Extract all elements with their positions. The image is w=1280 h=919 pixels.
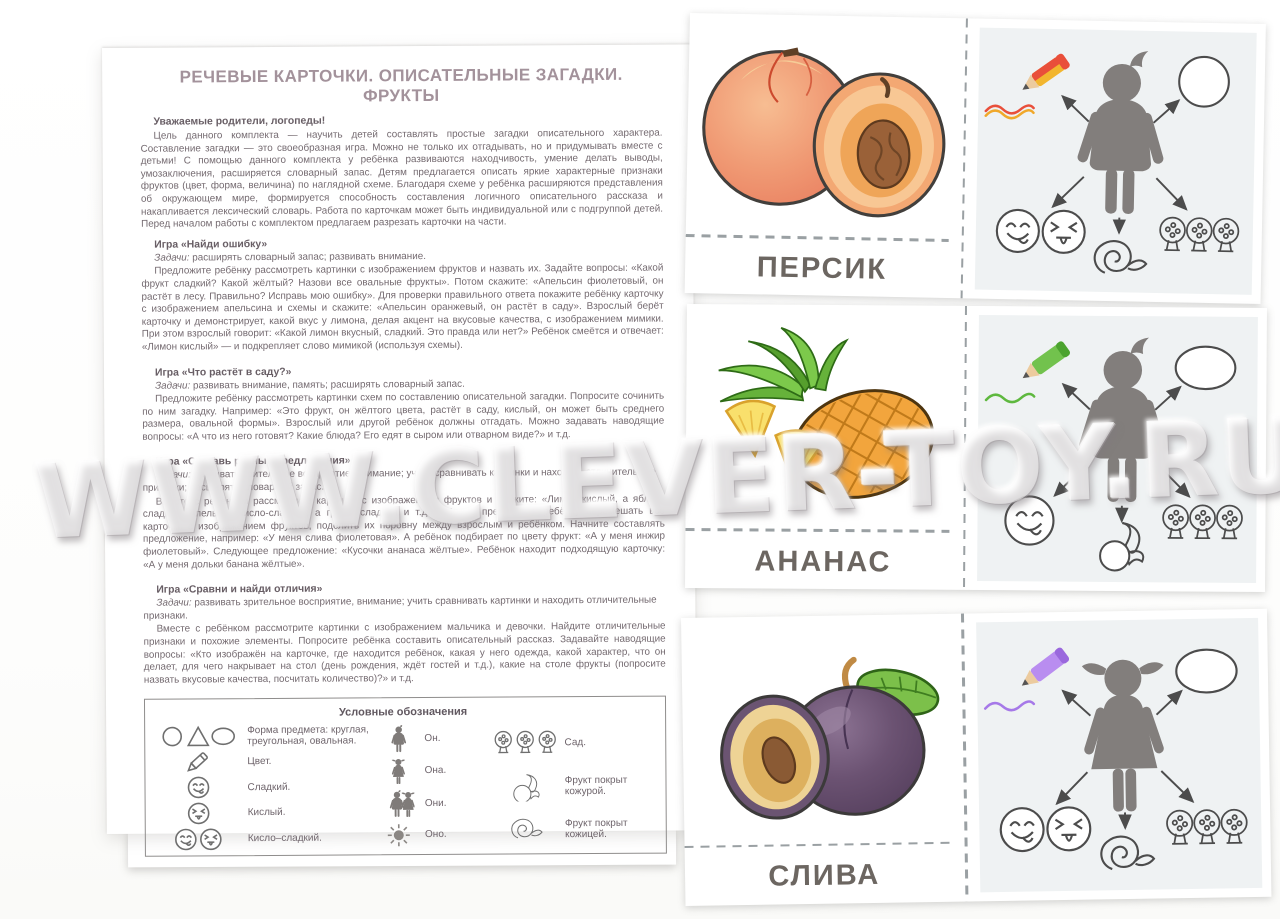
schema-half	[967, 306, 1267, 592]
game-3-heading: Игра «Составь разные предложения»	[155, 455, 351, 469]
pineapple-illustration	[685, 304, 962, 530]
speech-card-plum: СЛИВА	[681, 608, 1272, 906]
tasks-label: Задачи:	[155, 379, 191, 392]
schema-half	[965, 18, 1266, 304]
greeting-line: Уважаемые родители, логопеды!	[153, 115, 326, 128]
legend-row: Фрукт покрыт кожурой.	[493, 771, 652, 802]
legend-row: Они.	[379, 789, 493, 818]
card-label: СЛИВА	[768, 859, 881, 893]
intro-paragraph: Цель данного комплекта — научить детей с…	[140, 127, 664, 230]
legend-row: Оно.	[379, 822, 493, 849]
tasks-label: Задачи:	[156, 597, 192, 609]
instruction-sheet: РЕЧЕВЫЕ КАРТОЧКИ. ОПИСАТЕЛЬНЫЕ ЗАГАДКИ. …	[102, 44, 697, 858]
fruit-picture-half: АНАНАС	[685, 304, 962, 590]
legend-label: Цвет.	[247, 755, 272, 768]
tasks-text: развивать зрительное восприятие, внимани…	[142, 467, 656, 494]
tasks-label: Задачи:	[155, 469, 191, 482]
tasks-text: развивать зрительное восприятие, внимани…	[143, 594, 657, 622]
legend-label: Оно.	[424, 829, 447, 841]
legend-box: Условные обозначения Форма предмета: кру…	[143, 695, 667, 858]
card-label: АНАНАС	[754, 544, 892, 578]
game-4-tasks: Задачи: развивать зрительное восприятие,…	[143, 595, 665, 623]
legend-label: Кисло–сладкий.	[247, 832, 322, 844]
sweet-sour-faces-icon	[156, 827, 242, 852]
legend-label: Фрукт покрыт кожурой.	[564, 774, 628, 798]
shape-symbols-icon	[155, 724, 241, 749]
legend-row: Сладкий.	[155, 775, 378, 800]
legend-row: Она.	[379, 757, 493, 786]
fruit-picture-half: СЛИВА	[681, 614, 964, 906]
legend-row: Цвет.	[155, 749, 378, 774]
legend-row: Кисло–сладкий.	[156, 826, 379, 851]
card-label: ПЕРСИК	[756, 251, 888, 286]
girl-silhouette-icon	[379, 757, 419, 785]
cut-line-horizontal	[685, 528, 950, 533]
speech-card-pineapple: АНАНАС	[685, 304, 1267, 593]
legend-column-2: Он. Она. Они. Оно.	[378, 722, 493, 851]
legend-label: Она.	[424, 765, 447, 777]
legend-row: Фрукт покрыт кожицей.	[493, 816, 652, 843]
speech-card-peach: ПЕРСИК	[684, 13, 1266, 305]
page-title: РЕЧЕВЫЕ КАРТОЧКИ. ОПИСАТЕЛЬНЫЕ ЗАГАДКИ. …	[179, 64, 623, 106]
legend-row: Он.	[378, 724, 492, 753]
sweet-face-icon	[155, 776, 241, 801]
garden-trees-icon	[492, 729, 558, 757]
game-2-heading: Игра «Что растёт в саду?»	[154, 366, 292, 379]
cut-line-vertical	[962, 305, 968, 590]
legend-column-1: Форма предмета: круглая, треугольная, ов…	[155, 723, 379, 852]
schema-half	[966, 609, 1272, 902]
legend-column-3: Сад. Фрукт покрыт кожурой. Фрукт покрыт …	[492, 721, 651, 850]
legend-label: Сад.	[564, 737, 587, 749]
game-2-body: Предложите ребёнку рассмотреть картинки …	[142, 390, 665, 443]
legend-row: Сад.	[492, 728, 651, 757]
legend-label: Он.	[424, 732, 441, 744]
tasks-text: расширять словарный запас; развивать вни…	[189, 250, 426, 264]
riddle-schema-diagram	[984, 51, 1240, 274]
riddle-schema-diagram	[984, 337, 1243, 572]
riddle-schema-diagram	[983, 647, 1248, 871]
sour-face-icon	[156, 801, 242, 826]
legend-row: Кислый.	[156, 800, 379, 825]
peach-illustration	[686, 13, 964, 239]
pencil-icon	[155, 750, 241, 775]
game-3-body: Вместе с ребёнком рассмотрите картинки с…	[142, 493, 666, 571]
legend-title: Условные обозначения	[338, 706, 468, 719]
game-1-heading: Игра «Найди ошибку»	[154, 238, 268, 251]
boy-girl-silhouettes-icon	[379, 789, 419, 818]
plum-illustration	[681, 614, 963, 846]
fruit-peel-icon	[493, 772, 559, 802]
game-1-body: Предложите ребёнку рассмотреть картинки …	[141, 262, 664, 353]
legend-label: Сладкий.	[247, 781, 291, 793]
sun-icon	[379, 822, 419, 848]
legend-label: Они.	[424, 797, 447, 809]
legend-row: Форма предмета: круглая, треугольная, ов…	[155, 723, 378, 748]
game-4-heading: Игра «Сравни и найди отличия»	[156, 583, 323, 596]
legend-label: Форма предмета: круглая, треугольная, ов…	[247, 724, 369, 748]
boy-silhouette-icon	[378, 724, 418, 753]
fruit-skin-icon	[493, 816, 559, 842]
legend-label: Фрукт покрыт кожицей.	[564, 817, 628, 841]
fruit-picture-half: ПЕРСИК	[685, 13, 964, 298]
legend-label: Кислый.	[247, 807, 286, 819]
tasks-text: развивать внимание, память; расширять сл…	[190, 378, 465, 391]
game-3-tasks: Задачи: развивать зрительное восприятие,…	[143, 467, 665, 495]
game-4-body: Вместе с ребёнком рассмотрите картинки с…	[143, 620, 666, 686]
tasks-label: Задачи:	[154, 252, 190, 264]
